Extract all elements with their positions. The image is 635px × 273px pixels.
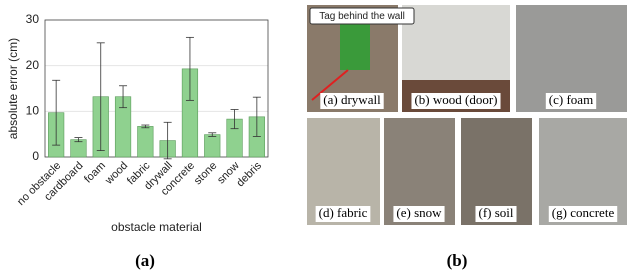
callout: Tag behind the wall bbox=[319, 11, 405, 22]
x-tick-label: stone bbox=[192, 160, 220, 188]
x-tick-label: wood bbox=[102, 160, 130, 188]
bar bbox=[138, 126, 154, 157]
y-tick-label: 30 bbox=[26, 12, 40, 26]
photo-panel: Tag behind the wall bbox=[307, 5, 627, 225]
panel-label: (b) bbox=[447, 251, 468, 270]
photo-caption: (e) snow bbox=[396, 205, 442, 220]
x-axis-label: obstacle material bbox=[111, 220, 202, 234]
photo-caption: (d) fabric bbox=[319, 205, 368, 220]
y-tick-label: 20 bbox=[26, 58, 40, 72]
y-tick-label: 10 bbox=[26, 104, 40, 118]
photo-caption: (a) drywall bbox=[323, 92, 381, 107]
bar bbox=[204, 135, 220, 157]
y-tick-label: 0 bbox=[32, 149, 39, 163]
photo-caption: (f) soil bbox=[478, 205, 513, 220]
panel-label: (a) bbox=[135, 251, 155, 270]
x-tick-label: foam bbox=[82, 160, 108, 186]
photo-caption: (c) foam bbox=[549, 92, 593, 107]
x-tick-label: debris bbox=[234, 159, 264, 189]
figure: (a) (b) Tag behind the wall (a) drywall (… bbox=[0, 0, 635, 273]
photo-caption: (g) concrete bbox=[552, 205, 615, 220]
bar bbox=[71, 140, 87, 157]
photo-caption: (b) wood (door) bbox=[414, 92, 497, 107]
y-axis-label: absolute error (cm) bbox=[6, 38, 20, 139]
